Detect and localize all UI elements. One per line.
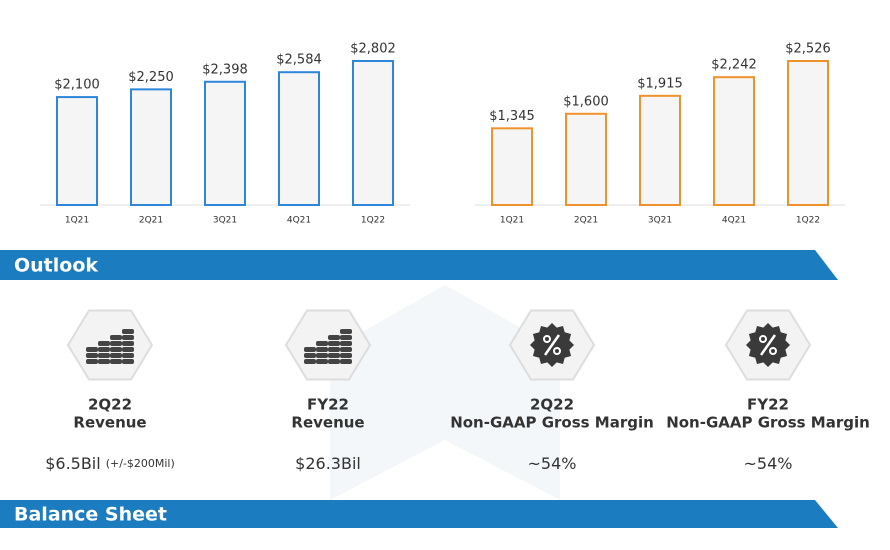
- item-period: FY22: [747, 396, 789, 414]
- bar: [130, 88, 172, 206]
- coin: [86, 347, 98, 352]
- icon-percent: [543, 335, 551, 343]
- item-value: $6.5Bil (+/-$200Mil): [45, 454, 175, 473]
- coin: [110, 347, 122, 352]
- coin: [98, 341, 110, 346]
- bar: [713, 76, 755, 206]
- watermark: [330, 285, 560, 500]
- coin: [316, 347, 328, 352]
- coin: [328, 341, 340, 346]
- coin: [98, 347, 110, 352]
- x-tick-label: 2Q21: [574, 216, 598, 226]
- icon-hexagon: [66, 309, 154, 381]
- bar: [56, 96, 98, 206]
- value-label: $1,600: [563, 94, 609, 109]
- icon-percent: [759, 334, 777, 356]
- section-title: Balance Sheet: [14, 504, 167, 526]
- value-label: $2,802: [350, 42, 396, 57]
- icon-percent: [543, 334, 561, 356]
- section-banner: [0, 250, 838, 280]
- item-period: FY22: [307, 396, 349, 414]
- item-period: 2Q22: [88, 396, 132, 414]
- coin: [86, 353, 98, 358]
- bar: [787, 60, 829, 206]
- icon-percent: [759, 335, 767, 343]
- item-value-main: ~54%: [744, 454, 793, 473]
- bar: [204, 80, 246, 206]
- coin: [304, 347, 316, 352]
- value-label: $2,398: [202, 62, 248, 77]
- item-value: ~54%: [528, 454, 577, 473]
- coin: [86, 359, 98, 364]
- coin: [328, 359, 340, 364]
- coin: [122, 347, 134, 352]
- x-tick-label: 1Q21: [65, 216, 89, 226]
- icon-percent: [769, 347, 777, 355]
- item-value-main: $26.3Bil: [295, 454, 361, 473]
- coin: [340, 353, 352, 358]
- bar: [278, 71, 320, 206]
- item-value-main: $6.5Bil: [45, 454, 101, 473]
- bar: [352, 60, 394, 206]
- value-label: $1,915: [637, 76, 683, 91]
- x-tick-label: 4Q21: [287, 216, 311, 226]
- item-value-note: (+/-$200Mil): [106, 457, 175, 470]
- item-metric: Non-GAAP Gross Margin: [666, 414, 870, 432]
- coin: [316, 359, 328, 364]
- coin: [110, 335, 122, 340]
- x-tick-label: 1Q22: [796, 216, 820, 226]
- item-metric: Revenue: [291, 414, 364, 432]
- value-label: $2,100: [54, 78, 100, 93]
- coin: [340, 359, 352, 364]
- coin: [122, 341, 134, 346]
- coin: [316, 341, 328, 346]
- coin: [316, 353, 328, 358]
- item-value: $26.3Bil: [295, 454, 361, 473]
- value-label: $2,242: [711, 58, 757, 73]
- coin: [340, 329, 352, 334]
- coin: [328, 335, 340, 340]
- coin: [110, 341, 122, 346]
- value-label: $2,526: [785, 42, 831, 57]
- coin: [98, 359, 110, 364]
- value-label: $2,584: [276, 53, 322, 68]
- coin: [304, 359, 316, 364]
- value-label: $2,250: [128, 70, 174, 85]
- x-tick-label: 3Q21: [213, 216, 237, 226]
- coin: [304, 353, 316, 358]
- section-banner: [0, 500, 838, 528]
- item-value: ~54%: [744, 454, 793, 473]
- coin: [98, 353, 110, 358]
- coin: [340, 335, 352, 340]
- bar: [639, 94, 681, 206]
- coin: [110, 353, 122, 358]
- coin: [122, 335, 134, 340]
- item-value-main: ~54%: [528, 454, 577, 473]
- bar: [491, 127, 533, 206]
- coin: [340, 347, 352, 352]
- bar: [565, 112, 607, 206]
- coin: [122, 329, 134, 334]
- item-metric: Non-GAAP Gross Margin: [450, 414, 654, 432]
- value-label: $1,345: [489, 109, 535, 124]
- section-title: Outlook: [14, 255, 98, 277]
- coin: [122, 359, 134, 364]
- icon-percent: [553, 347, 561, 355]
- x-tick-label: 3Q21: [648, 216, 672, 226]
- x-tick-label: 4Q21: [722, 216, 746, 226]
- coin: [122, 353, 134, 358]
- item-metric: Revenue: [73, 414, 146, 432]
- x-tick-label: 1Q22: [361, 216, 385, 226]
- x-tick-label: 2Q21: [139, 216, 163, 226]
- coin: [340, 341, 352, 346]
- x-tick-label: 1Q21: [500, 216, 524, 226]
- coin: [328, 347, 340, 352]
- coin: [110, 359, 122, 364]
- coin: [328, 353, 340, 358]
- item-period: 2Q22: [530, 396, 574, 414]
